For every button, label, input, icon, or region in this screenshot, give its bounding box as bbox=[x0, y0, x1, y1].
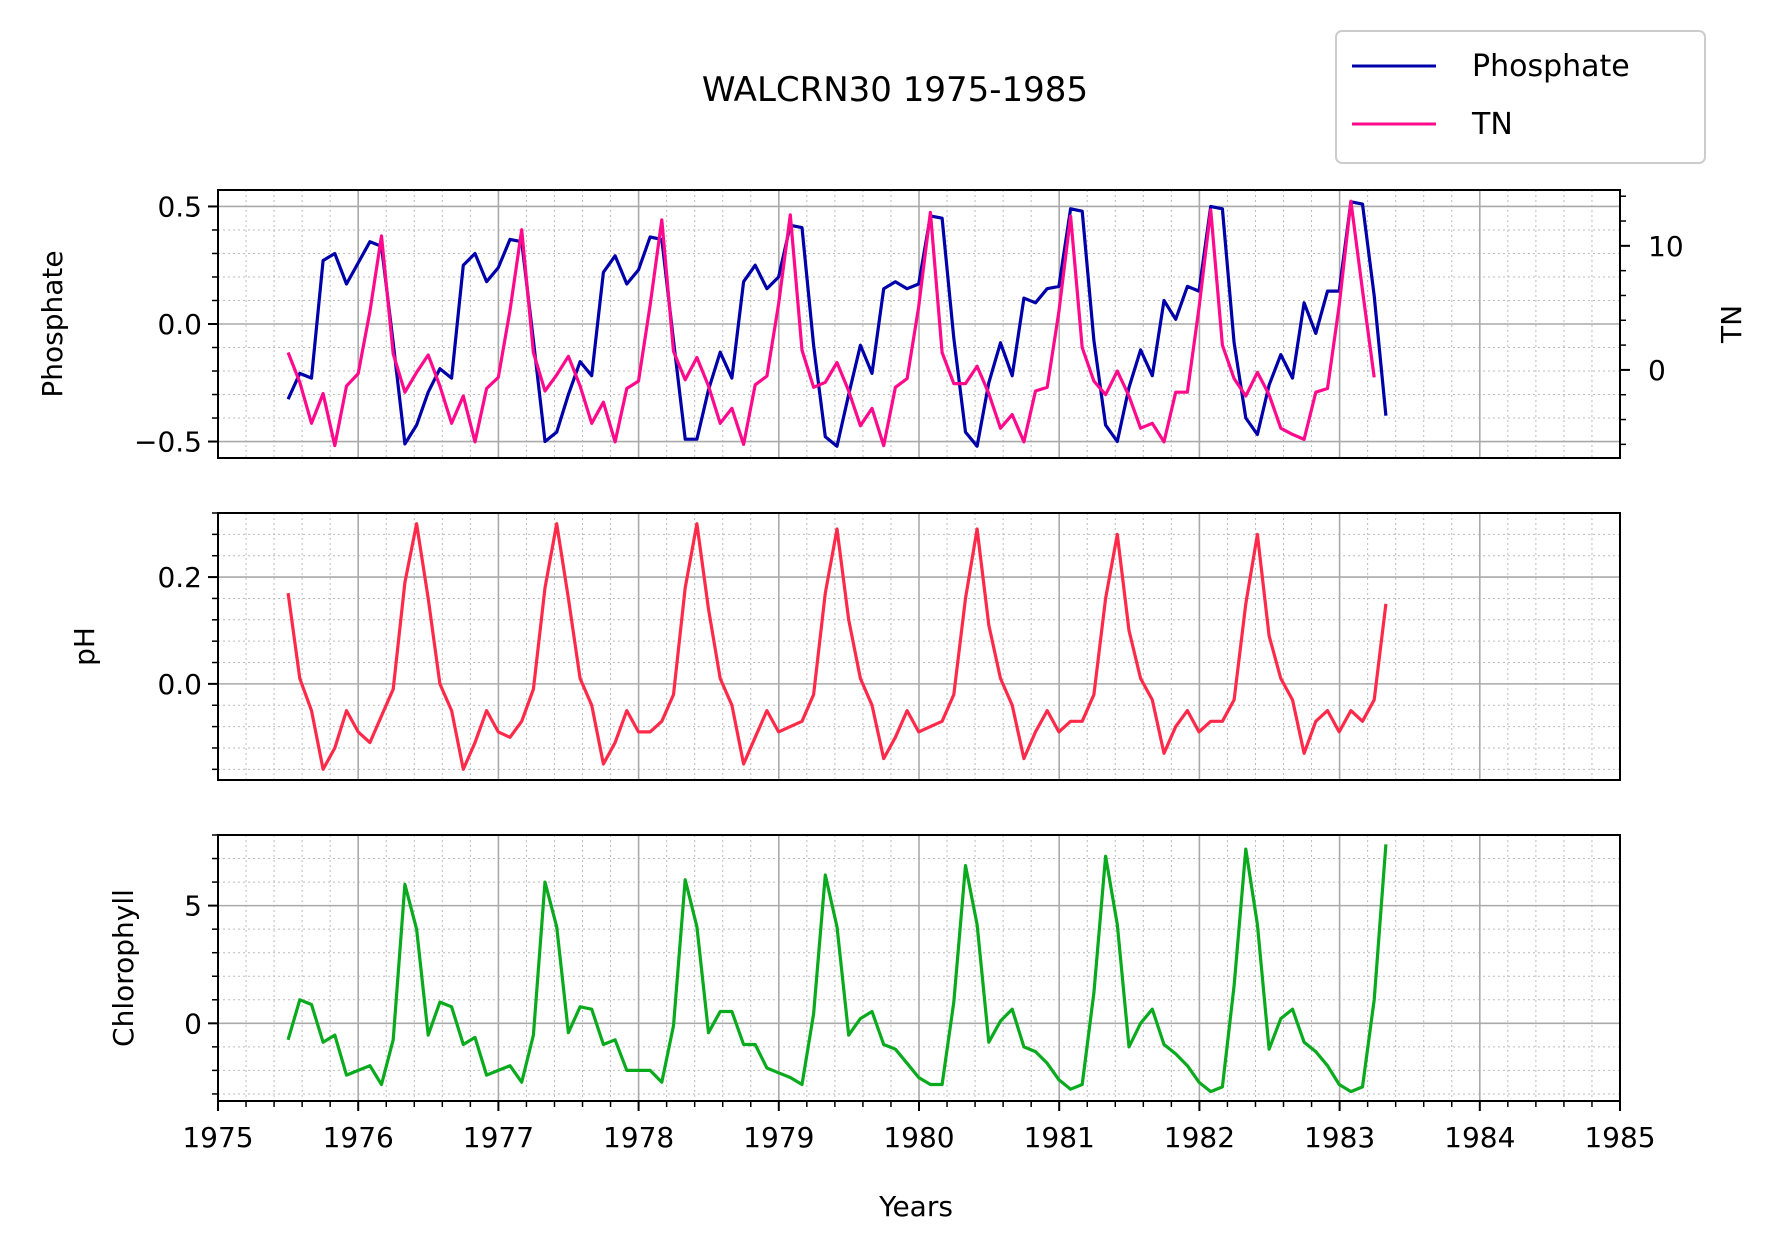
y-tick-label: 5 bbox=[184, 890, 202, 923]
y2-tick-label: 10 bbox=[1648, 230, 1684, 263]
panel-ph: 0.2 0.0 pH bbox=[68, 512, 1621, 781]
x-tick-label: 1981 bbox=[1024, 1121, 1095, 1154]
plot-frame bbox=[217, 189, 1621, 459]
x-tick-label: 1980 bbox=[883, 1121, 954, 1154]
panel-chlorophyll: 5 0 Chlorophyll 1975 1976 1977 1978 1979 1980 198… bbox=[107, 834, 1656, 1154]
x-tick-label: 1983 bbox=[1304, 1121, 1375, 1154]
x-tick-label: 1984 bbox=[1444, 1121, 1515, 1154]
y-tick-label: −0.5 bbox=[134, 426, 202, 459]
plot-frame bbox=[217, 512, 1621, 781]
y2-tick-label: 0 bbox=[1648, 354, 1666, 387]
y-tick-label: 0.5 bbox=[157, 190, 202, 223]
y-axis-label: Phosphate bbox=[36, 250, 69, 397]
chart-title: WALCRN30 1975-1985 bbox=[702, 70, 1088, 110]
series-line-tn bbox=[286, 199, 1376, 448]
y2-axis-label: TN bbox=[1715, 305, 1748, 344]
y-tick-label: 0 bbox=[184, 1007, 202, 1040]
y-tick-label: 0.0 bbox=[157, 308, 202, 341]
y-tick-label: 0.2 bbox=[157, 561, 202, 594]
legend-box bbox=[1335, 30, 1706, 164]
y-axis-label: Chlorophyll bbox=[107, 889, 140, 1047]
x-tick-label: 1975 bbox=[182, 1121, 253, 1154]
legend-label-phosphate: Phosphate bbox=[1472, 49, 1630, 84]
x-axis-label: Years bbox=[878, 1190, 953, 1223]
x-tick-label: 1985 bbox=[1584, 1121, 1655, 1154]
x-tick-label: 1977 bbox=[463, 1121, 534, 1154]
x-tick-label: 1982 bbox=[1164, 1121, 1235, 1154]
series-line-ph bbox=[286, 522, 1388, 771]
panel-phosphate: 0.5 0.0 −0.5 Phosphate 10 0 TN bbox=[36, 189, 1748, 459]
x-tick-label: 1978 bbox=[603, 1121, 674, 1154]
y-tick-label: 0.0 bbox=[157, 668, 202, 701]
panels: 0.5 0.0 −0.5 Phosphate 10 0 TN 0.2 0.0 pH 5 0 Chloro… bbox=[36, 189, 1748, 1154]
x-tick-label: 1976 bbox=[323, 1121, 394, 1154]
y-axis-label: pH bbox=[68, 627, 101, 666]
x-tick-label: 1979 bbox=[743, 1121, 814, 1154]
legend-label-tn: TN bbox=[1471, 107, 1513, 142]
series-line-chlorophyll bbox=[286, 844, 1388, 1094]
legend: Phosphate TN bbox=[1335, 30, 1706, 164]
